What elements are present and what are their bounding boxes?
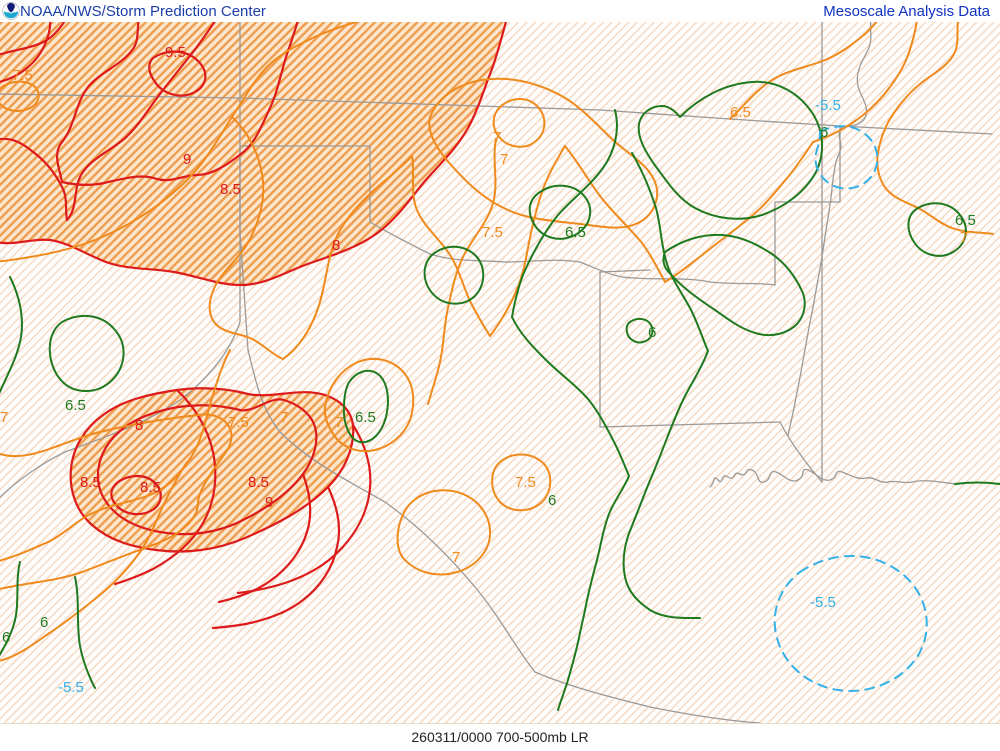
svg-text:6.5: 6.5 bbox=[565, 224, 586, 241]
svg-text:7.5: 7.5 bbox=[12, 67, 33, 84]
svg-text:8.5: 8.5 bbox=[140, 479, 161, 496]
svg-text:6: 6 bbox=[40, 614, 48, 631]
svg-text:6: 6 bbox=[820, 124, 828, 141]
svg-text:7.5: 7.5 bbox=[515, 474, 536, 491]
svg-text:7: 7 bbox=[452, 549, 460, 566]
svg-text:8.5: 8.5 bbox=[248, 474, 269, 491]
svg-text:7: 7 bbox=[0, 409, 8, 426]
svg-text:7: 7 bbox=[960, 229, 968, 246]
svg-text:8.5: 8.5 bbox=[80, 474, 101, 491]
svg-text:6: 6 bbox=[2, 629, 10, 646]
svg-text:6.5: 6.5 bbox=[955, 212, 976, 229]
svg-text:7: 7 bbox=[280, 409, 288, 426]
svg-text:9: 9 bbox=[183, 151, 191, 168]
svg-text:-5.5: -5.5 bbox=[810, 594, 836, 611]
svg-text:7: 7 bbox=[500, 151, 508, 168]
svg-text:6: 6 bbox=[648, 324, 656, 341]
svg-text:6.5: 6.5 bbox=[730, 104, 751, 121]
svg-text:8: 8 bbox=[135, 417, 143, 434]
svg-text:9.5: 9.5 bbox=[165, 44, 186, 61]
svg-text:6.5: 6.5 bbox=[65, 397, 86, 414]
svg-text:8.5: 8.5 bbox=[220, 181, 241, 198]
svg-text:7.5: 7.5 bbox=[482, 224, 503, 241]
svg-text:-5.5: -5.5 bbox=[58, 679, 84, 696]
svg-text:7.5: 7.5 bbox=[228, 414, 249, 431]
svg-text:6: 6 bbox=[548, 492, 556, 509]
svg-text:7: 7 bbox=[493, 129, 501, 146]
svg-text:7: 7 bbox=[335, 414, 343, 431]
svg-text:6.5: 6.5 bbox=[355, 409, 376, 426]
svg-text:-5.5: -5.5 bbox=[815, 97, 841, 114]
svg-text:9: 9 bbox=[265, 494, 273, 511]
svg-text:8: 8 bbox=[332, 237, 340, 254]
